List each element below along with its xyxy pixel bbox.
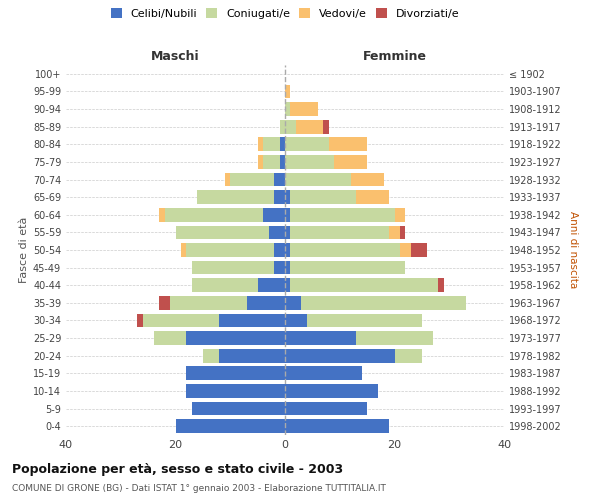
Bar <box>400 226 406 239</box>
Bar <box>257 278 285 292</box>
Bar <box>334 155 367 169</box>
Bar <box>274 243 285 257</box>
Bar <box>285 208 290 222</box>
Bar <box>280 120 285 134</box>
Bar <box>192 402 285 415</box>
Bar <box>263 138 280 151</box>
Bar <box>285 314 307 328</box>
Bar <box>285 366 362 380</box>
Bar <box>269 226 285 239</box>
Bar <box>192 278 257 292</box>
Bar <box>220 314 285 328</box>
Bar <box>356 331 433 345</box>
Bar <box>290 226 389 239</box>
Bar <box>285 172 350 186</box>
Bar <box>192 260 274 274</box>
Bar <box>143 314 220 328</box>
Bar <box>290 243 400 257</box>
Bar <box>285 296 301 310</box>
Bar <box>187 384 285 398</box>
Bar <box>187 331 285 345</box>
Bar <box>285 226 290 239</box>
Bar <box>329 138 367 151</box>
Bar <box>274 260 285 274</box>
Bar <box>176 226 269 239</box>
Bar <box>197 190 274 204</box>
Bar <box>389 226 400 239</box>
Bar <box>274 190 285 204</box>
Text: Femmine: Femmine <box>362 50 427 63</box>
Bar <box>285 260 290 274</box>
Bar <box>285 278 290 292</box>
Bar <box>307 314 422 328</box>
Bar <box>176 420 285 433</box>
Bar <box>323 120 329 134</box>
Bar <box>350 172 383 186</box>
Bar <box>154 331 187 345</box>
Bar <box>285 384 378 398</box>
Bar <box>400 243 411 257</box>
Bar <box>285 155 334 169</box>
Legend: Celibi/Nubili, Coniugati/e, Vedovi/e, Divorziati/e: Celibi/Nubili, Coniugati/e, Vedovi/e, Di… <box>106 4 464 24</box>
Bar <box>438 278 444 292</box>
Bar <box>187 366 285 380</box>
Bar <box>290 190 356 204</box>
Bar <box>285 138 329 151</box>
Bar <box>263 208 285 222</box>
Bar <box>263 155 280 169</box>
Bar <box>159 296 170 310</box>
Text: Popolazione per età, sesso e stato civile - 2003: Popolazione per età, sesso e stato civil… <box>12 462 343 475</box>
Bar <box>170 296 247 310</box>
Bar <box>285 243 290 257</box>
Bar <box>290 208 395 222</box>
Bar <box>296 120 323 134</box>
Bar <box>285 420 389 433</box>
Bar <box>356 190 389 204</box>
Bar <box>395 208 406 222</box>
Bar <box>225 172 230 186</box>
Bar <box>187 243 274 257</box>
Bar <box>285 190 290 204</box>
Bar <box>220 349 285 362</box>
Bar <box>280 155 285 169</box>
Bar <box>285 331 356 345</box>
Bar <box>411 243 427 257</box>
Bar <box>290 278 439 292</box>
Text: Maschi: Maschi <box>151 50 200 63</box>
Bar <box>164 208 263 222</box>
Bar <box>247 296 285 310</box>
Bar <box>395 349 422 362</box>
Bar <box>181 243 187 257</box>
Bar <box>301 296 466 310</box>
Bar <box>290 102 318 116</box>
Bar <box>230 172 274 186</box>
Bar <box>137 314 143 328</box>
Bar <box>159 208 164 222</box>
Bar <box>257 138 263 151</box>
Bar <box>285 102 290 116</box>
Bar <box>257 155 263 169</box>
Bar <box>285 84 290 98</box>
Bar <box>285 349 395 362</box>
Y-axis label: Anni di nascita: Anni di nascita <box>568 212 578 288</box>
Y-axis label: Fasce di età: Fasce di età <box>19 217 29 283</box>
Bar <box>203 349 220 362</box>
Bar <box>290 260 406 274</box>
Text: COMUNE DI GRONE (BG) - Dati ISTAT 1° gennaio 2003 - Elaborazione TUTTITALIA.IT: COMUNE DI GRONE (BG) - Dati ISTAT 1° gen… <box>12 484 386 493</box>
Bar <box>280 138 285 151</box>
Bar <box>274 172 285 186</box>
Bar <box>285 120 296 134</box>
Bar <box>285 402 367 415</box>
